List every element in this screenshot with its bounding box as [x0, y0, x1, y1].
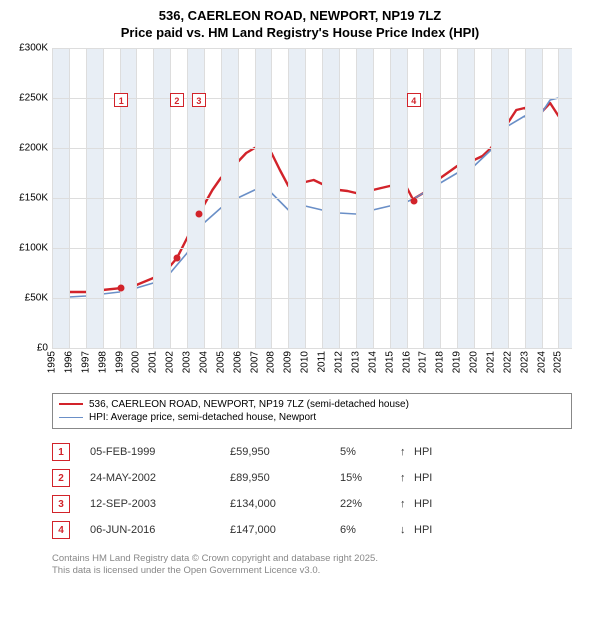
- chart: £0£50K£100K£150K£200K£250K£300K 1234 199…: [10, 48, 590, 387]
- title-line-2: Price paid vs. HM Land Registry's House …: [10, 25, 590, 42]
- sale-dot: [118, 284, 125, 291]
- sale-number: 3: [52, 495, 70, 513]
- x-tick-label: 2023: [519, 351, 530, 373]
- sale-dot: [195, 210, 202, 217]
- sales-row: 1 05-FEB-1999£59,9505%↑HPI: [52, 439, 572, 465]
- y-tick-label: £100K: [19, 242, 48, 253]
- legend-label: 536, CAERLEON ROAD, NEWPORT, NP19 7LZ (s…: [89, 399, 409, 410]
- sale-date: 05-FEB-1999: [90, 446, 230, 458]
- x-axis: 1995199619971998199920002001200220032004…: [52, 349, 572, 387]
- plot-area: 1 23 4: [52, 48, 572, 349]
- sale-pct: 15%: [340, 472, 400, 484]
- x-tick-label: 2025: [553, 351, 564, 373]
- sale-price: £134,000: [230, 498, 340, 510]
- x-tick-label: 2009: [283, 351, 294, 373]
- sale-date: 12-SEP-2003: [90, 498, 230, 510]
- sale-marker: 3: [192, 93, 206, 107]
- sale-pct: 22%: [340, 498, 400, 510]
- x-tick-label: 2011: [317, 351, 328, 373]
- x-tick-label: 2006: [232, 351, 243, 373]
- x-tick-label: 2019: [452, 351, 463, 373]
- y-tick-label: £50K: [25, 292, 48, 303]
- x-tick-label: 2010: [300, 351, 311, 373]
- x-tick-label: 1998: [97, 351, 108, 373]
- y-tick-label: £250K: [19, 92, 48, 103]
- legend-item: HPI: Average price, semi-detached house,…: [59, 411, 565, 424]
- arrow-icon: ↑: [400, 498, 414, 510]
- x-tick-label: 2005: [215, 351, 226, 373]
- x-tick-label: 2020: [469, 351, 480, 373]
- x-tick-label: 2001: [148, 351, 159, 373]
- x-tick-label: 2007: [249, 351, 260, 373]
- x-tick-label: 1997: [80, 351, 91, 373]
- legend-swatch: [59, 403, 83, 405]
- legend-label: HPI: Average price, semi-detached house,…: [89, 412, 316, 423]
- sale-marker: 1: [114, 93, 128, 107]
- y-tick-label: £200K: [19, 142, 48, 153]
- x-tick-label: 2022: [502, 351, 513, 373]
- sale-hpi-label: HPI: [414, 524, 572, 536]
- x-tick-label: 2004: [198, 351, 209, 373]
- x-tick-label: 2015: [384, 351, 395, 373]
- sale-number: 4: [52, 521, 70, 539]
- chart-title: 536, CAERLEON ROAD, NEWPORT, NP19 7LZ Pr…: [10, 8, 590, 42]
- legend-swatch: [59, 417, 83, 418]
- legend: 536, CAERLEON ROAD, NEWPORT, NP19 7LZ (s…: [52, 393, 572, 429]
- x-tick-label: 1999: [114, 351, 125, 373]
- sale-dot: [410, 197, 417, 204]
- sale-number: 1: [52, 443, 70, 461]
- sales-table: 105-FEB-1999£59,9505%↑HPI224-MAY-2002£89…: [52, 439, 572, 543]
- footer: Contains HM Land Registry data © Crown c…: [52, 553, 572, 578]
- x-tick-label: 1996: [63, 351, 74, 373]
- sale-hpi-label: HPI: [414, 446, 572, 458]
- sale-price: £89,950: [230, 472, 340, 484]
- arrow-icon: ↑: [400, 472, 414, 484]
- arrow-icon: ↓: [400, 524, 414, 536]
- sale-price: £59,950: [230, 446, 340, 458]
- sale-number: 2: [52, 469, 70, 487]
- x-tick-label: 2021: [485, 351, 496, 373]
- sale-marker: 2: [170, 93, 184, 107]
- sale-hpi-label: HPI: [414, 472, 572, 484]
- y-tick-label: £150K: [19, 192, 48, 203]
- x-tick-label: 2000: [131, 351, 142, 373]
- x-tick-label: 2003: [182, 351, 193, 373]
- sale-date: 06-JUN-2016: [90, 524, 230, 536]
- sale-price: £147,000: [230, 524, 340, 536]
- sales-row: 3 12-SEP-2003£134,00022%↑HPI: [52, 491, 572, 517]
- x-tick-label: 2013: [350, 351, 361, 373]
- arrow-icon: ↑: [400, 446, 414, 458]
- x-tick-label: 2016: [401, 351, 412, 373]
- sale-pct: 5%: [340, 446, 400, 458]
- sale-pct: 6%: [340, 524, 400, 536]
- y-axis: £0£50K£100K£150K£200K£250K£300K: [10, 48, 52, 348]
- sale-dot: [173, 254, 180, 261]
- sales-row: 2 24-MAY-2002£89,95015%↑HPI: [52, 465, 572, 491]
- title-line-1: 536, CAERLEON ROAD, NEWPORT, NP19 7LZ: [10, 8, 590, 25]
- sale-marker: 4: [407, 93, 421, 107]
- x-tick-label: 2024: [536, 351, 547, 373]
- x-tick-label: 2017: [418, 351, 429, 373]
- x-tick-label: 2012: [334, 351, 345, 373]
- footer-line-1: Contains HM Land Registry data © Crown c…: [52, 553, 572, 565]
- x-tick-label: 2014: [367, 351, 378, 373]
- x-tick-label: 1995: [47, 351, 58, 373]
- x-tick-label: 2008: [266, 351, 277, 373]
- sales-row: 4 06-JUN-2016£147,0006%↓HPI: [52, 517, 572, 543]
- footer-line-2: This data is licensed under the Open Gov…: [52, 565, 572, 577]
- legend-item: 536, CAERLEON ROAD, NEWPORT, NP19 7LZ (s…: [59, 398, 565, 411]
- y-tick-label: £300K: [19, 42, 48, 53]
- x-tick-label: 2018: [435, 351, 446, 373]
- sale-date: 24-MAY-2002: [90, 472, 230, 484]
- x-tick-label: 2002: [165, 351, 176, 373]
- sale-hpi-label: HPI: [414, 498, 572, 510]
